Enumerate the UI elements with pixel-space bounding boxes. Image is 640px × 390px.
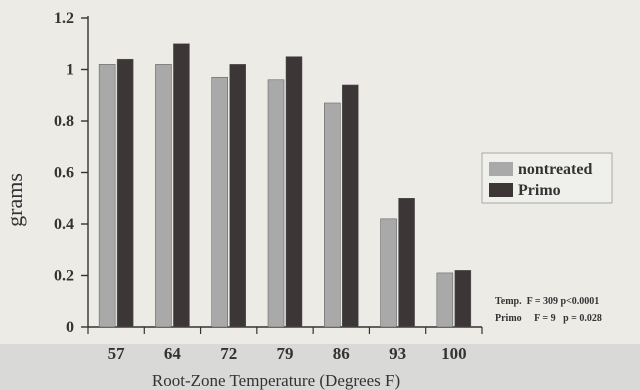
y-tick-label: 0.2 (54, 268, 74, 285)
y-tick-label: 0.4 (54, 216, 74, 233)
bar-primo (342, 84, 359, 328)
x-axis-label: Root-Zone Temperature (Degrees F) (152, 371, 400, 390)
bar-nontreated (155, 64, 172, 328)
y-tick-label: 0 (66, 319, 74, 336)
legend-swatch (489, 162, 513, 176)
y-tick-label: 1 (66, 62, 74, 79)
y-axis: 0 0.2 0.4 0.6 0.8 1 1.2 (54, 10, 89, 336)
bar-nontreated (380, 218, 397, 328)
x-tick-label: 100 (441, 344, 467, 363)
stat-annotation: Temp. F = 309 p<0.0001 (495, 296, 599, 307)
bar-primo (116, 58, 134, 328)
legend-swatch (489, 183, 513, 197)
y-tick-label: 0.8 (54, 113, 74, 130)
x-tick-label: 64 (164, 344, 182, 363)
bar-nontreated (98, 64, 116, 328)
legend-label: nontreated (518, 161, 592, 178)
x-tick-label: 79 (277, 344, 294, 363)
bar-nontreated (267, 79, 285, 328)
x-tick-label: 72 (220, 344, 237, 363)
bar-primo (285, 56, 303, 328)
stats-annotations: Temp. F = 309 p<0.0001 Primo F = 9 p = 0.… (495, 296, 602, 324)
y-axis-label: grams (2, 173, 27, 227)
stat-annotation: Primo F = 9 p = 0.028 (495, 313, 602, 324)
y-tick-label: 0.6 (54, 165, 74, 182)
legend: nontreated Primo (481, 152, 613, 204)
bars (98, 43, 472, 328)
y-tick-label: 1.2 (54, 10, 74, 27)
bar-primo (454, 270, 472, 328)
legend-label: Primo (518, 182, 561, 199)
bar-primo (229, 64, 246, 328)
bar-primo (173, 43, 190, 328)
bar-primo (398, 198, 415, 328)
x-tick-label: 57 (108, 344, 126, 363)
bar-nontreated (324, 102, 341, 328)
x-tick-label: 86 (333, 344, 350, 363)
x-tick-label: 93 (389, 344, 406, 363)
bar-nontreated (211, 76, 228, 328)
bottom-background-band (0, 344, 640, 390)
x-axis: 57 64 72 79 86 93 100 (87, 326, 483, 363)
bar-nontreated (436, 272, 454, 328)
